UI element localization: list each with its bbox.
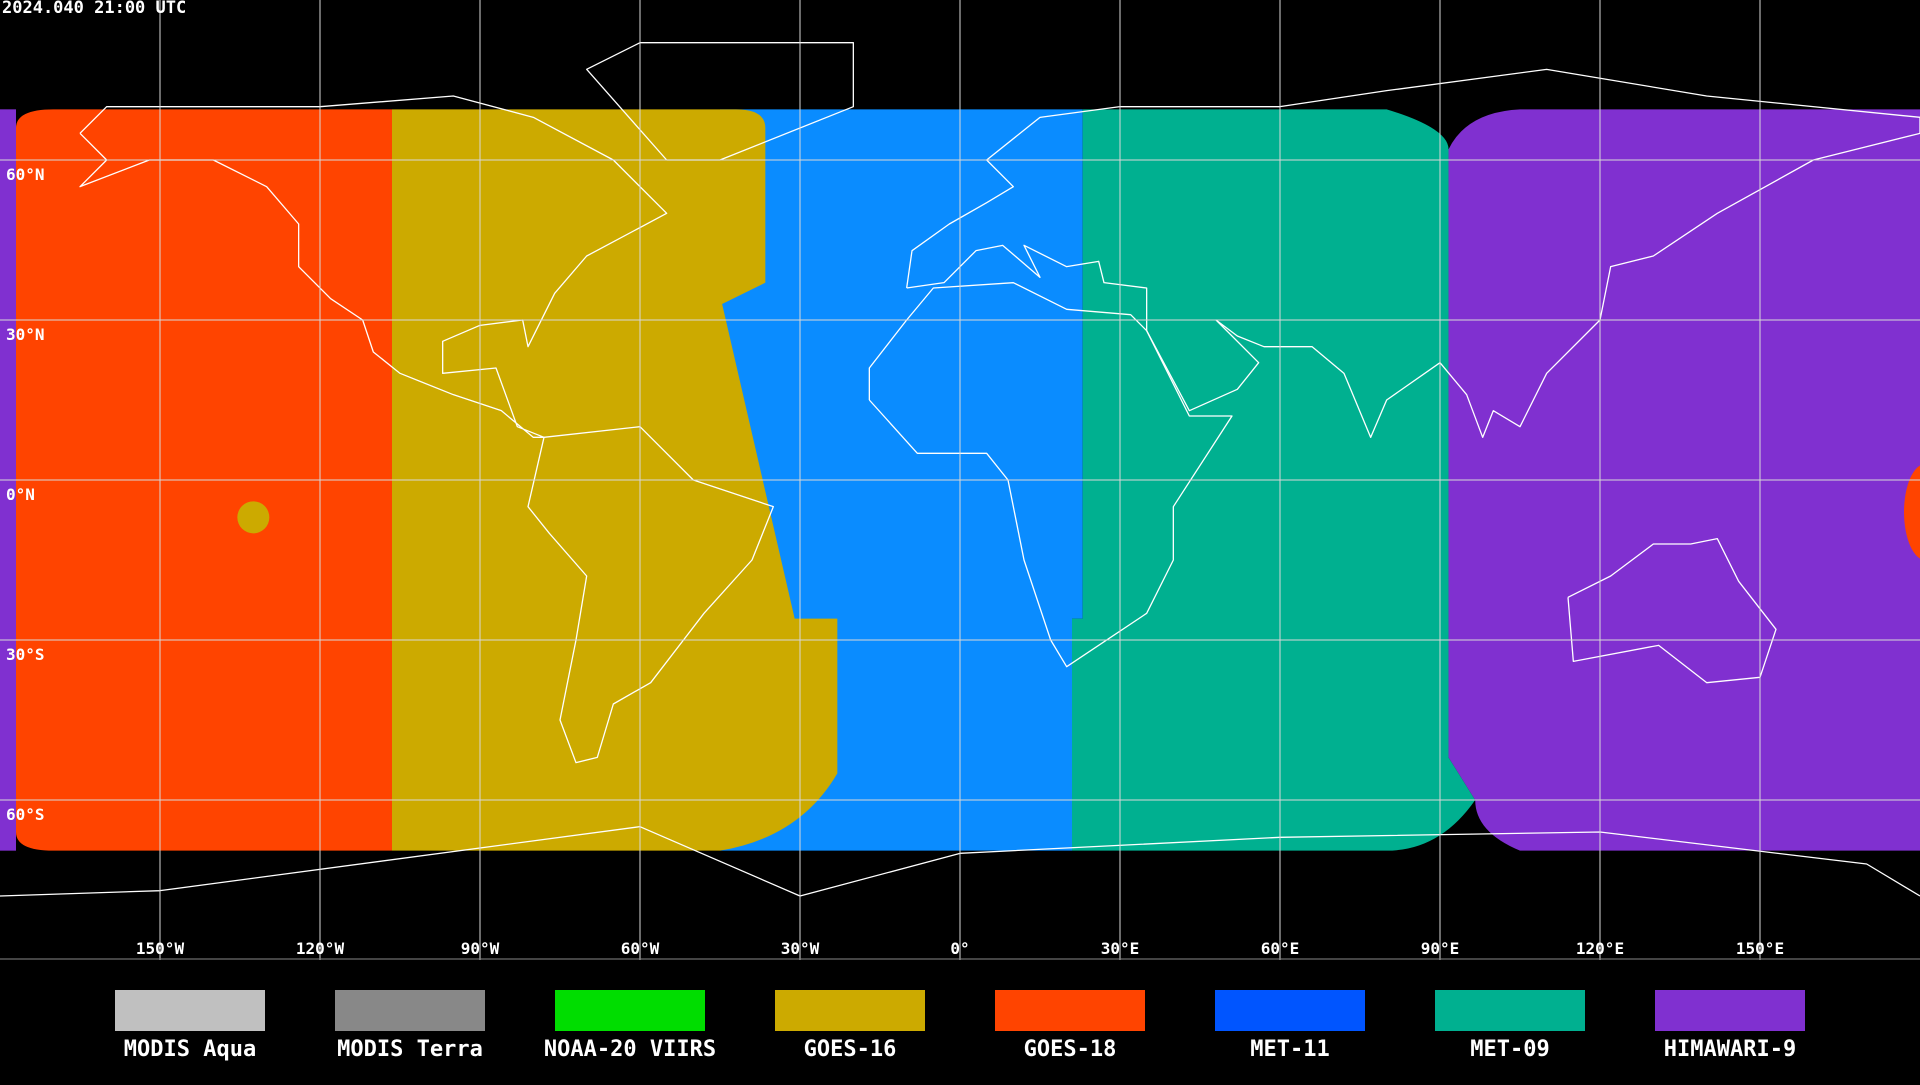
latitude-label: 0°N [6, 485, 35, 504]
longitude-label: 90°W [461, 939, 500, 958]
latitude-label: 60°S [6, 805, 45, 824]
longitude-label: 30°E [1101, 939, 1140, 958]
coast-south-america [528, 427, 773, 763]
legend-swatch [1215, 990, 1365, 1031]
latitude-label: 30°N [6, 325, 45, 344]
legend-label: GOES-18 [1024, 1037, 1117, 1062]
legend-swatch [335, 990, 485, 1031]
latitude-label: 30°S [6, 645, 45, 664]
longitude-label: 120°E [1576, 939, 1624, 958]
legend-swatch [995, 990, 1145, 1031]
legend-label: MODIS Aqua [124, 1037, 256, 1062]
legend-label: MODIS Terra [337, 1037, 483, 1062]
legend-swatch [1435, 990, 1585, 1031]
map [0, 0, 1920, 960]
longitude-label: 150°E [1736, 939, 1784, 958]
coast-australia [1568, 539, 1776, 683]
legend-label: HIMAWARI-9 [1664, 1037, 1796, 1062]
legend-label: NOAA-20 VIIRS [544, 1037, 716, 1062]
longitude-label: 60°E [1261, 939, 1300, 958]
longitude-label: 150°W [136, 939, 185, 958]
coast-africa [869, 283, 1232, 667]
legend-label: MET-09 [1470, 1037, 1549, 1062]
graticule [0, 0, 1920, 960]
longitude-label: 60°W [621, 939, 660, 958]
legend-swatch [555, 990, 705, 1031]
coast-north-america [80, 96, 667, 437]
coast-eurasia [907, 69, 1920, 437]
longitude-label: 90°E [1421, 939, 1460, 958]
legend-swatch [775, 990, 925, 1031]
legend-swatch [1655, 990, 1805, 1031]
legend-swatch [115, 990, 265, 1031]
longitude-label: 0° [950, 939, 969, 958]
timestamp: 2024.040 21:00 UTC [2, 0, 186, 18]
latitude-label: 60°N [6, 165, 45, 184]
legend-label: MET-11 [1250, 1037, 1329, 1062]
goes16-spot [237, 501, 270, 534]
goes18-region-east [1904, 465, 1920, 559]
longitude-label: 120°W [296, 939, 345, 958]
longitude-label: 30°W [781, 939, 820, 958]
legend-label: GOES-16 [804, 1037, 897, 1062]
